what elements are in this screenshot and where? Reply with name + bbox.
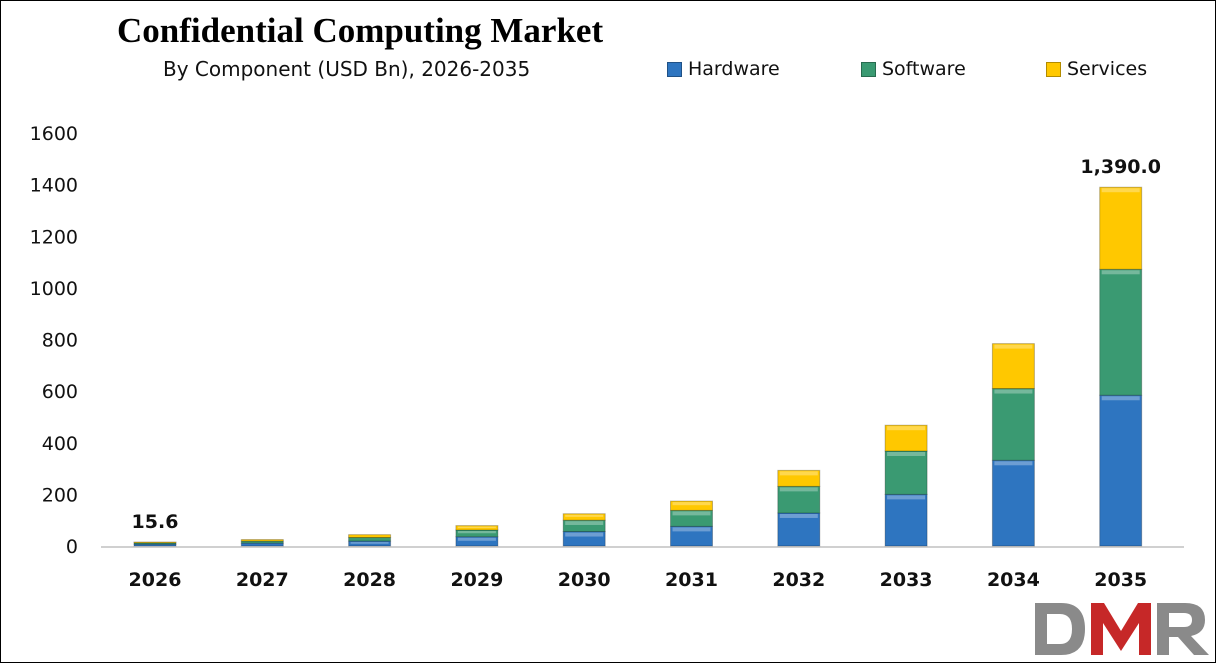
x-tick-label: 2029	[450, 569, 503, 591]
y-tick-label: 200	[42, 484, 78, 506]
legend-swatch	[1046, 61, 1061, 77]
bar-segment-software	[884, 450, 928, 495]
bar-bevel	[457, 530, 496, 534]
bar-bevel	[887, 426, 926, 431]
bar-bevel	[672, 527, 711, 532]
data-label: 15.6	[132, 511, 179, 533]
bar-segment-software	[1099, 268, 1143, 396]
x-tick-label: 2026	[129, 569, 182, 591]
bar-segment-services	[133, 541, 177, 544]
bar-bevel	[994, 389, 1033, 394]
x-tick-label: 2027	[236, 569, 289, 591]
y-tick-label: 1400	[30, 175, 78, 197]
bar-bevel	[994, 461, 1033, 466]
bar-bevel	[887, 495, 926, 500]
bar-segment-hardware	[884, 493, 928, 547]
bar-bevel	[1101, 270, 1140, 275]
x-tick-label: 2031	[665, 569, 718, 591]
x-tick-label: 2028	[343, 569, 396, 591]
y-tick-label: 800	[42, 330, 78, 352]
legend-swatch	[667, 61, 682, 77]
legend-label: Hardware	[688, 58, 780, 80]
bar-bevel	[457, 526, 496, 529]
y-tick-label: 1200	[30, 226, 78, 248]
bar-segment-software	[348, 536, 392, 542]
bar-segment-services	[991, 343, 1035, 390]
bar-segment-services	[240, 539, 284, 542]
legend-swatch	[861, 61, 876, 77]
y-tick-label: 1000	[30, 278, 78, 300]
bar-bevel	[565, 514, 604, 517]
bar-segment-services	[884, 424, 928, 452]
bar-bevel	[672, 502, 711, 506]
x-tick-label: 2033	[880, 569, 933, 591]
logo-letter-r	[1157, 603, 1209, 655]
bar-bevel	[350, 542, 389, 544]
legend-services: Services	[1046, 58, 1147, 80]
bar-segment-services	[562, 513, 606, 521]
bar-segment-hardware	[1099, 394, 1143, 547]
bar-segment-services	[777, 469, 821, 487]
bar-bevel	[779, 487, 818, 492]
y-tick-label: 1600	[30, 123, 78, 145]
y-tick-label: 0	[66, 536, 78, 558]
bar-bevel	[1101, 396, 1140, 401]
bar-segment-services	[455, 525, 499, 531]
bar-bevel	[565, 521, 604, 525]
y-tick-label: 400	[42, 433, 78, 455]
chart-subtitle: By Component (USD Bn), 2026-2035	[163, 57, 531, 81]
bar-bevel	[457, 537, 496, 541]
legend-label: Services	[1067, 58, 1148, 80]
x-tick-label: 2035	[1094, 569, 1147, 591]
bar-segment-software	[991, 388, 1035, 461]
x-tick-label: 2034	[987, 569, 1040, 591]
legend-software: Software	[861, 58, 966, 80]
legend-hardware: Hardware	[667, 58, 780, 80]
bar-bevel	[779, 471, 818, 476]
bar-bevel	[779, 513, 818, 518]
bar-bevel	[887, 452, 926, 457]
bar-segment-services	[348, 534, 392, 538]
bar-bevel	[994, 344, 1033, 349]
legend-label: Software	[882, 58, 966, 80]
data-label: 1,390.0	[1080, 156, 1161, 178]
logo-letter-d	[1035, 603, 1085, 655]
logo-letter-m	[1091, 603, 1151, 655]
bar-bevel	[565, 532, 604, 537]
chart-title: Confidential Computing Market	[117, 11, 604, 50]
bar-segment-services	[670, 500, 713, 511]
bar-segment-software	[777, 485, 821, 514]
y-tick-label: 600	[42, 381, 78, 403]
bar-bevel	[672, 511, 711, 516]
bar-bevel	[1101, 188, 1140, 193]
bar-segment-services	[1099, 186, 1143, 270]
dmr-logo	[1035, 603, 1209, 655]
bar-segment-hardware	[991, 459, 1035, 547]
x-tick-label: 2032	[772, 569, 825, 591]
x-tick-label: 2030	[558, 569, 611, 591]
